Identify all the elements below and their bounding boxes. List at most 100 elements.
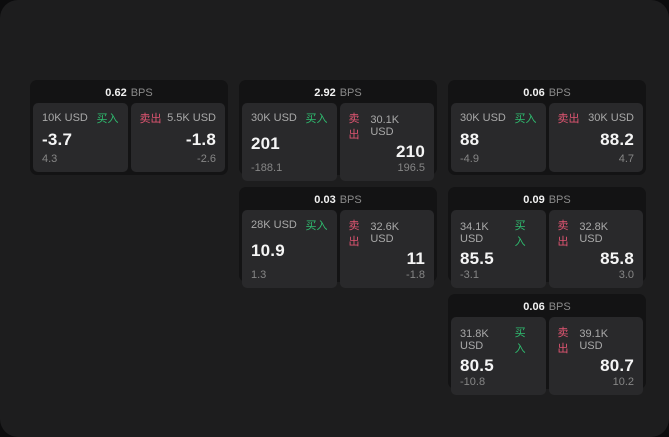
spread-unit: BPS	[130, 87, 153, 99]
sell-label: 卖出	[557, 327, 569, 355]
buy-label: 买入	[305, 220, 328, 232]
spread-unit: BPS	[339, 194, 362, 206]
buy-panel-top: 10K USD 买入	[42, 110, 119, 126]
sell-panel-top: 卖出 32.6K USD	[349, 217, 426, 249]
spread-header: 2.92 BPS	[242, 83, 434, 103]
quote-card-5: 0.06 BPS 31.8K USD 买入 80.5 -10.8 卖出 39.1…	[448, 294, 646, 395]
sell-panel[interactable]: 卖出 39.1K USD 80.7 10.2	[548, 317, 643, 395]
spread-header: 0.62 BPS	[33, 83, 225, 103]
quote-card-1: 2.92 BPS 30K USD 买入 201 -188.1 卖出 30.1K …	[239, 80, 437, 181]
sell-delta: -1.8	[406, 269, 425, 281]
sell-price: 85.8	[600, 249, 634, 268]
sell-label: 卖出	[557, 220, 569, 248]
spread-unit: BPS	[548, 194, 571, 206]
sell-panel[interactable]: 卖出 32.6K USD 11 -1.8	[339, 210, 434, 288]
spread-value: 0.06	[523, 87, 545, 99]
buy-price: 10.9	[251, 241, 285, 260]
sell-panel[interactable]: 卖出 30K USD 88.2 4.7	[548, 103, 643, 172]
buy-panel[interactable]: 30K USD 买入 201 -188.1	[242, 103, 337, 181]
sell-size: 5.5K USD	[167, 112, 216, 124]
buy-size: 30K USD	[460, 112, 506, 124]
spread-value: 2.92	[314, 87, 336, 99]
buy-panel-top: 30K USD 买入	[251, 110, 328, 126]
buy-size: 31.8K USD	[460, 328, 489, 352]
buy-price: -3.7	[42, 129, 73, 149]
quote-body: 34.1K USD 买入 85.5 -3.1 卖出 32.8K USD 85.8…	[451, 210, 643, 288]
buy-delta: -3.1	[460, 269, 479, 281]
buy-panel[interactable]: 10K USD 买入 -3.7 4.3	[33, 103, 128, 172]
sell-price: 210	[396, 142, 425, 161]
buy-panel[interactable]: 34.1K USD 买入 85.5 -3.1	[451, 210, 546, 288]
sell-panel-top: 卖出 32.8K USD	[558, 217, 635, 249]
buy-price: 201	[251, 134, 280, 153]
quote-card-4: 0.09 BPS 34.1K USD 买入 85.5 -3.1 卖出 32.8K…	[448, 187, 646, 288]
spread-value: 0.03	[314, 194, 336, 206]
buy-size: 30K USD	[251, 112, 297, 124]
sell-panel[interactable]: 卖出 5.5K USD -1.8 -2.6	[130, 103, 225, 172]
sell-price: 80.7	[600, 356, 634, 375]
sell-panel-top: 卖出 5.5K USD	[140, 110, 217, 126]
sell-price: 88.2	[600, 129, 634, 149]
spread-value: 0.09	[523, 194, 545, 206]
spread-unit: BPS	[339, 87, 362, 99]
buy-delta: 1.3	[251, 269, 267, 281]
sell-delta: 4.7	[618, 153, 634, 165]
buy-size: 10K USD	[42, 112, 88, 124]
buy-panel[interactable]: 31.8K USD 买入 80.5 -10.8	[451, 317, 546, 395]
spread-header: 0.06 BPS	[451, 83, 643, 103]
buy-price: 88	[460, 129, 480, 149]
sell-label: 卖出	[348, 220, 360, 248]
sell-label: 卖出	[557, 113, 580, 125]
buy-label: 买入	[514, 220, 526, 248]
spread-unit: BPS	[548, 301, 571, 313]
spread-value: 0.06	[523, 301, 545, 313]
buy-label: 买入	[514, 113, 537, 125]
buy-label: 买入	[514, 327, 526, 355]
quote-card-3: 0.03 BPS 28K USD 买入 10.9 1.3 卖出 32.6K US…	[239, 187, 437, 288]
sell-delta: 10.2	[612, 376, 634, 388]
buy-panel[interactable]: 30K USD 买入 88 -4.9	[451, 103, 546, 172]
quote-body: 31.8K USD 买入 80.5 -10.8 卖出 39.1K USD 80.…	[451, 317, 643, 395]
buy-delta: -10.8	[460, 376, 486, 388]
sell-panel-top: 卖出 30K USD	[558, 110, 635, 126]
sell-panel[interactable]: 卖出 30.1K USD 210 196.5	[339, 103, 434, 181]
sell-size: 30.1K USD	[370, 114, 400, 138]
spread-header: 0.09 BPS	[451, 190, 643, 210]
sell-price: 11	[406, 249, 425, 268]
sell-size: 32.6K USD	[370, 221, 400, 245]
sell-delta: 3.0	[618, 269, 634, 281]
buy-label: 买入	[305, 113, 328, 125]
buy-price: 80.5	[460, 356, 494, 375]
spread-header: 0.06 BPS	[451, 297, 643, 317]
quote-card-2: 0.06 BPS 30K USD 买入 88 -4.9 卖出 30K USD	[448, 80, 646, 175]
buy-panel[interactable]: 28K USD 买入 10.9 1.3	[242, 210, 337, 288]
buy-delta: 4.3	[42, 153, 58, 165]
spread-header: 0.03 BPS	[242, 190, 434, 210]
buy-size: 28K USD	[251, 219, 297, 231]
sell-delta: -2.6	[197, 153, 216, 165]
quote-body: 10K USD 买入 -3.7 4.3 卖出 5.5K USD -1.8 -2.…	[33, 103, 225, 172]
sell-size: 39.1K USD	[579, 328, 609, 352]
quote-cards-grid: 0.62 BPS 10K USD 买入 -3.7 4.3 卖出 5.5K USD	[30, 80, 646, 395]
sell-delta: 196.5	[397, 162, 425, 174]
buy-panel-top: 34.1K USD 买入	[460, 217, 537, 249]
sell-size: 30K USD	[588, 112, 634, 124]
sell-label: 卖出	[348, 113, 360, 141]
sell-panel-top: 卖出 39.1K USD	[558, 324, 635, 356]
quote-body: 30K USD 买入 88 -4.9 卖出 30K USD 88.2 4.7	[451, 103, 643, 172]
buy-label: 买入	[96, 113, 119, 125]
quote-body: 30K USD 买入 201 -188.1 卖出 30.1K USD 210 1…	[242, 103, 434, 181]
sell-panel-top: 卖出 30.1K USD	[349, 110, 426, 142]
buy-delta: -4.9	[460, 153, 479, 165]
quote-body: 28K USD 买入 10.9 1.3 卖出 32.6K USD 11 -1.8	[242, 210, 434, 288]
buy-size: 34.1K USD	[460, 221, 489, 245]
sell-panel[interactable]: 卖出 32.8K USD 85.8 3.0	[548, 210, 643, 288]
sell-size: 32.8K USD	[579, 221, 609, 245]
spread-unit: BPS	[548, 87, 571, 99]
buy-panel-top: 30K USD 买入	[460, 110, 537, 126]
sell-label: 卖出	[139, 113, 162, 125]
quote-card-0: 0.62 BPS 10K USD 买入 -3.7 4.3 卖出 5.5K USD	[30, 80, 228, 175]
sell-price: -1.8	[185, 129, 216, 149]
buy-panel-top: 28K USD 买入	[251, 217, 328, 233]
